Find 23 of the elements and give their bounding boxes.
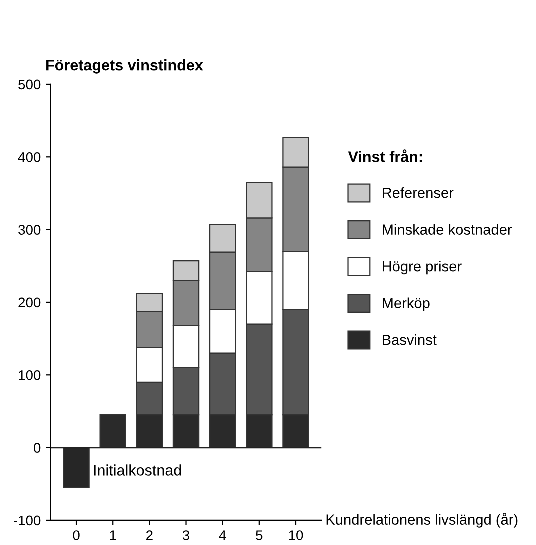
- legend-label: Basvinst: [382, 334, 437, 346]
- y-tick-label: 200: [18, 298, 41, 308]
- legend-label: Högre priser: [382, 261, 462, 275]
- legend-label: Merköp: [382, 298, 430, 312]
- x-tick-label: 3: [182, 530, 190, 540]
- legend-title: Vinst från:: [348, 150, 422, 162]
- y-tick-label: 300: [18, 225, 41, 235]
- x-tick-label: 4: [219, 530, 226, 540]
- x-tick-label: 10: [289, 530, 304, 540]
- y-tick-label: 0: [34, 443, 41, 453]
- x-tick-label: 1: [110, 530, 116, 540]
- x-tick-label: 5: [256, 530, 263, 540]
- y-tick-label: 500: [18, 80, 41, 90]
- y-tick-label: 100: [19, 370, 41, 380]
- x-tick-label: 2: [146, 530, 153, 540]
- annotation: Initialkostnad: [94, 464, 182, 476]
- legend-label: Referenser: [382, 188, 454, 198]
- x-tick-label: 0: [73, 530, 80, 540]
- legend-label: Minskade kostnader: [382, 224, 512, 235]
- x-axis-title: Kundrelationens livslängd (år): [326, 513, 518, 528]
- y-tick-label: 400: [18, 152, 41, 162]
- y-tick-label: -100: [14, 516, 41, 526]
- chart-title: Företagets vinstindex: [46, 60, 204, 74]
